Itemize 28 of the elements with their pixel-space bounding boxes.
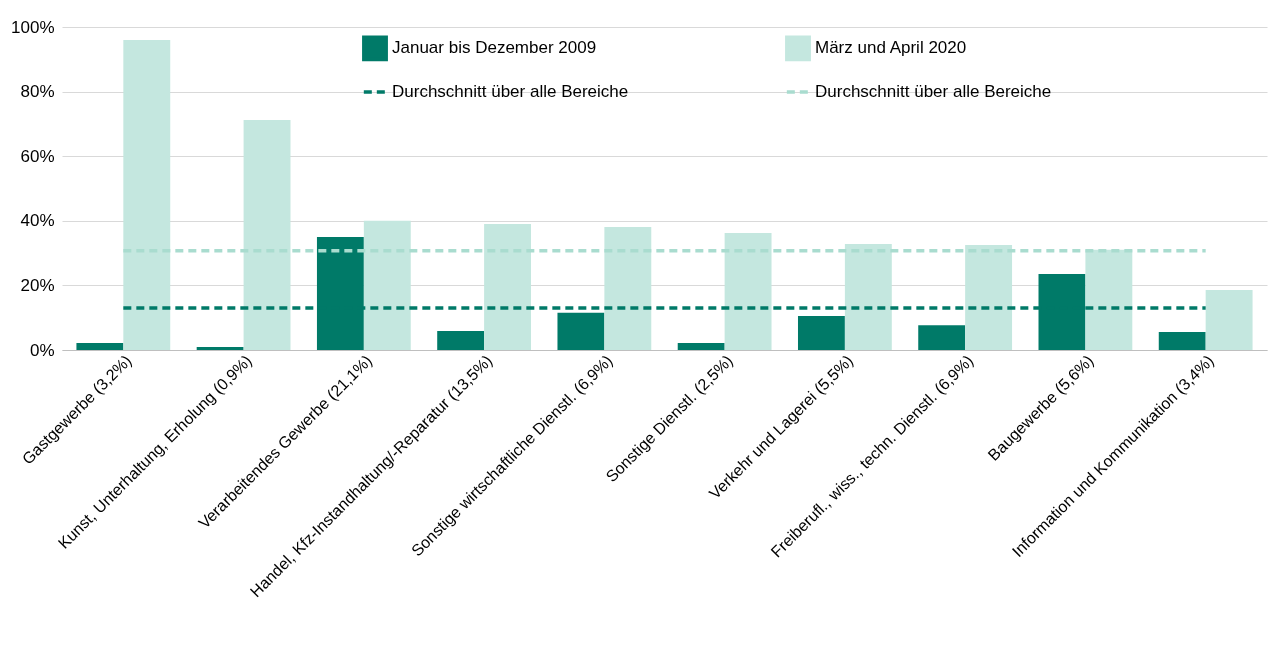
legend-label: Januar bis Dezember 2009: [392, 38, 597, 58]
bar: [844, 244, 892, 350]
bar: [123, 39, 171, 350]
bar: [484, 224, 532, 350]
legend-label: Durchschnitt über alle Bereiche: [815, 82, 1052, 101]
y-tick-label: 20%: [20, 275, 55, 295]
bar: [918, 325, 966, 350]
y-tick-label: 60%: [20, 146, 55, 166]
y-tick-label: 0%: [29, 340, 55, 360]
y-tick-label: 100%: [11, 17, 55, 37]
bar: [724, 233, 772, 350]
bar: [196, 347, 244, 350]
bar: [557, 312, 605, 350]
bar: [604, 226, 652, 350]
y-tick-label: 40%: [20, 211, 55, 231]
bar: [437, 330, 485, 350]
legend-label: März und April 2020: [815, 38, 967, 58]
bar: [1085, 249, 1133, 350]
bar: [363, 220, 411, 350]
bar: [76, 342, 124, 350]
bar: [1205, 289, 1253, 350]
bar: [243, 120, 291, 350]
bar: [1158, 331, 1206, 350]
bar: [965, 245, 1013, 350]
y-tick-label: 80%: [20, 82, 55, 102]
bar: [797, 316, 845, 350]
legend-label: Durchschnitt über alle Bereiche: [392, 82, 629, 101]
bar: [677, 342, 725, 350]
